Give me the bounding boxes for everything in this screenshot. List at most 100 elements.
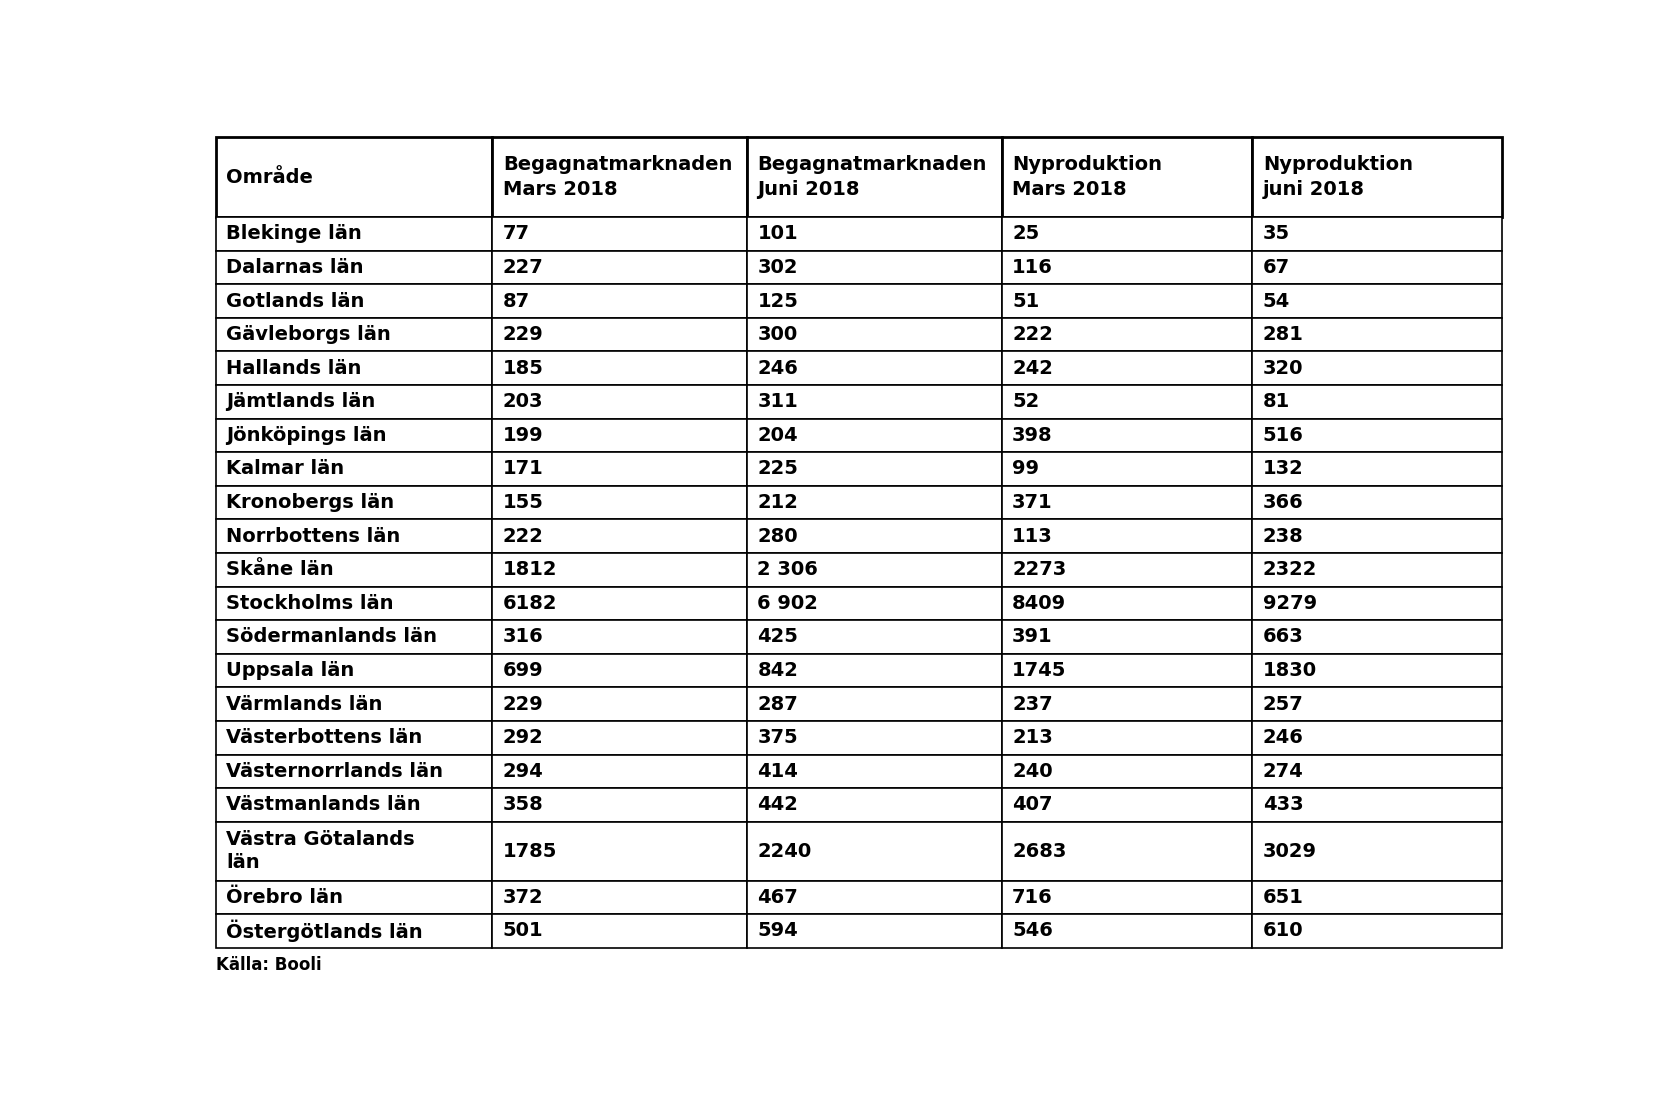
Bar bbox=[1002, 419, 1252, 452]
Text: 237: 237 bbox=[1012, 695, 1053, 714]
Text: 842: 842 bbox=[758, 661, 798, 680]
Text: 442: 442 bbox=[758, 796, 798, 814]
Bar bbox=[1002, 351, 1252, 384]
Text: 358: 358 bbox=[503, 796, 543, 814]
Text: 1745: 1745 bbox=[1012, 661, 1066, 680]
Text: 227: 227 bbox=[503, 258, 543, 277]
Text: 229: 229 bbox=[503, 325, 543, 345]
Bar bbox=[216, 881, 493, 914]
Text: Örebro län: Örebro län bbox=[226, 888, 344, 906]
Bar bbox=[1252, 755, 1502, 788]
Text: 2322: 2322 bbox=[1262, 561, 1317, 579]
Text: Västernorrlands län: Västernorrlands län bbox=[226, 762, 444, 781]
Text: 300: 300 bbox=[758, 325, 798, 345]
Bar bbox=[216, 755, 493, 788]
Text: 203: 203 bbox=[503, 392, 543, 411]
Bar bbox=[493, 914, 747, 947]
Bar bbox=[216, 485, 493, 520]
Bar bbox=[216, 285, 493, 318]
Text: 52: 52 bbox=[1012, 392, 1039, 411]
Bar bbox=[1252, 520, 1502, 553]
Text: 222: 222 bbox=[1012, 325, 1053, 345]
Bar bbox=[747, 620, 1002, 654]
Text: Stockholms län: Stockholms län bbox=[226, 594, 394, 613]
Text: 546: 546 bbox=[1012, 922, 1053, 941]
Bar bbox=[216, 520, 493, 553]
Text: 8409: 8409 bbox=[1012, 594, 1066, 613]
Text: 594: 594 bbox=[758, 922, 798, 941]
Bar bbox=[493, 721, 747, 755]
Bar bbox=[1252, 620, 1502, 654]
Text: Södermanlands län: Södermanlands län bbox=[226, 627, 437, 646]
Bar bbox=[493, 654, 747, 687]
Text: 67: 67 bbox=[1262, 258, 1291, 277]
Bar bbox=[493, 687, 747, 721]
Text: 501: 501 bbox=[503, 922, 543, 941]
Bar bbox=[1252, 721, 1502, 755]
Text: 81: 81 bbox=[1262, 392, 1291, 411]
Text: 257: 257 bbox=[1262, 695, 1304, 714]
Bar bbox=[493, 318, 747, 351]
Bar bbox=[216, 452, 493, 485]
Text: 246: 246 bbox=[1262, 728, 1304, 747]
Text: 287: 287 bbox=[758, 695, 798, 714]
Bar bbox=[1252, 586, 1502, 620]
Bar bbox=[216, 137, 493, 217]
Text: Skåne län: Skåne län bbox=[226, 561, 334, 579]
Text: 155: 155 bbox=[503, 493, 543, 512]
Text: Kalmar län: Kalmar län bbox=[226, 460, 345, 479]
Bar bbox=[1002, 318, 1252, 351]
Text: 2273: 2273 bbox=[1012, 561, 1066, 579]
Bar bbox=[493, 419, 747, 452]
Bar bbox=[1252, 250, 1502, 285]
Bar bbox=[216, 721, 493, 755]
Text: 366: 366 bbox=[1262, 493, 1304, 512]
Text: 375: 375 bbox=[758, 728, 798, 747]
Text: 316: 316 bbox=[503, 627, 543, 646]
Text: 171: 171 bbox=[503, 460, 543, 479]
Text: 651: 651 bbox=[1262, 888, 1304, 906]
Text: Gotlands län: Gotlands län bbox=[226, 291, 365, 310]
Text: 433: 433 bbox=[1262, 796, 1304, 814]
Bar bbox=[747, 881, 1002, 914]
Bar bbox=[216, 250, 493, 285]
Text: Västerbottens län: Västerbottens län bbox=[226, 728, 422, 747]
Bar bbox=[747, 384, 1002, 419]
Bar bbox=[1252, 137, 1502, 217]
Bar bbox=[1252, 384, 1502, 419]
Bar bbox=[747, 755, 1002, 788]
Bar bbox=[1002, 586, 1252, 620]
Text: 294: 294 bbox=[503, 762, 543, 781]
Bar bbox=[1252, 654, 1502, 687]
Bar bbox=[493, 822, 747, 881]
Bar bbox=[493, 452, 747, 485]
Bar bbox=[1002, 620, 1252, 654]
Text: 2240: 2240 bbox=[758, 842, 811, 861]
Bar bbox=[1252, 419, 1502, 452]
Bar bbox=[1252, 318, 1502, 351]
Text: Västra Götalands
län: Västra Götalands län bbox=[226, 830, 416, 872]
Text: Västmanlands län: Västmanlands län bbox=[226, 796, 421, 814]
Text: 6182: 6182 bbox=[503, 594, 558, 613]
Bar bbox=[747, 217, 1002, 250]
Bar bbox=[493, 217, 747, 250]
Bar bbox=[1252, 285, 1502, 318]
Bar bbox=[747, 485, 1002, 520]
Text: 132: 132 bbox=[1262, 460, 1304, 479]
Bar bbox=[493, 520, 747, 553]
Text: 242: 242 bbox=[1012, 359, 1053, 378]
Text: 610: 610 bbox=[1262, 922, 1304, 941]
Text: 663: 663 bbox=[1262, 627, 1304, 646]
Bar bbox=[1252, 822, 1502, 881]
Bar bbox=[216, 620, 493, 654]
Text: 292: 292 bbox=[503, 728, 543, 747]
Bar bbox=[747, 250, 1002, 285]
Bar bbox=[1002, 687, 1252, 721]
Text: Område: Område bbox=[226, 167, 313, 186]
Text: 320: 320 bbox=[1262, 359, 1304, 378]
Bar bbox=[1002, 384, 1252, 419]
Bar bbox=[747, 914, 1002, 947]
Bar bbox=[1002, 217, 1252, 250]
Bar bbox=[747, 452, 1002, 485]
Bar bbox=[747, 654, 1002, 687]
